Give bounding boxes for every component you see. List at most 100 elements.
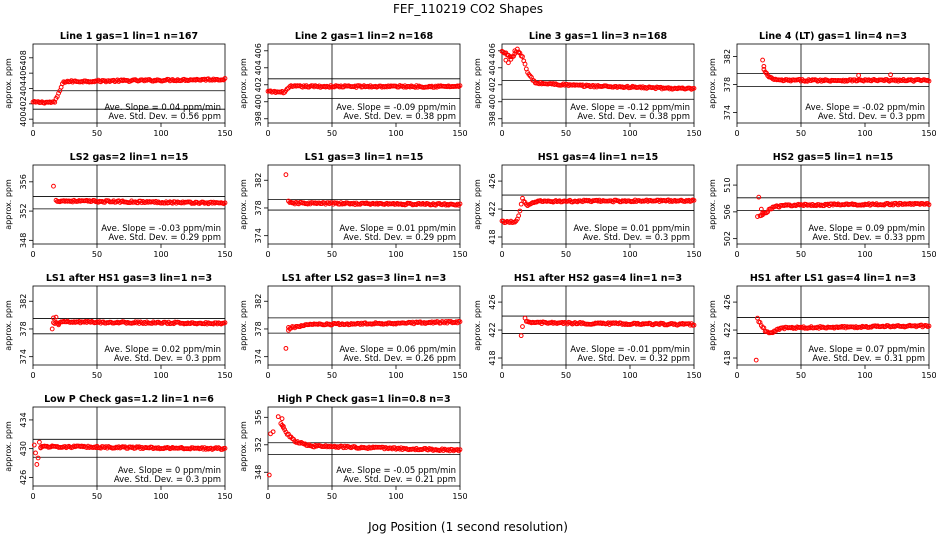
y-tick-label: 348 <box>254 465 263 480</box>
y-tick-label: 418 <box>723 350 732 365</box>
x-tick-label: 100 <box>388 492 403 501</box>
x-tick-label: 0 <box>265 371 270 380</box>
x-tick-label: 50 <box>92 371 102 380</box>
data-point <box>518 333 524 339</box>
y-tick-label: 510 <box>723 177 732 192</box>
x-tick-label: 100 <box>388 371 403 380</box>
data-point <box>760 210 765 216</box>
y-tick-label: 406 <box>19 66 28 81</box>
stats-annotation: Ave. Std. Dev. = 0.31 ppm <box>812 354 925 364</box>
data-point <box>506 60 511 66</box>
y-tick-label: 418 <box>488 229 497 244</box>
data-point <box>37 439 42 445</box>
x-tick-label: 50 <box>796 129 806 138</box>
data-series <box>30 76 228 106</box>
chart-panel: HS1 after HS2 gas=4 lin=1 n=3 0 50 100 150 41… <box>473 273 702 380</box>
data-point <box>764 70 769 76</box>
y-tick-label: 374 <box>723 105 732 120</box>
data-point <box>56 90 61 96</box>
y-tick-label: 352 <box>19 203 28 218</box>
stats-annotation: Ave. Std. Dev. = 0.21 ppm <box>343 475 456 485</box>
data-point <box>457 83 463 89</box>
x-tick-label: 100 <box>622 371 637 380</box>
y-tick-label: 398 <box>488 111 497 126</box>
data-point <box>49 326 55 332</box>
data-series <box>760 57 932 84</box>
y-tick-label: 382 <box>254 294 263 309</box>
stats-annotation: Ave. Slope = 0.06 ppm/min <box>339 345 456 355</box>
y-tick-label: 422 <box>488 322 497 337</box>
x-tick-label: 50 <box>327 371 337 380</box>
chart-panel: Line 4 (LT) gas=1 lin=4 n=3 0 50 100 150 374 3… <box>708 31 936 138</box>
x-tick-label: 150 <box>452 250 467 259</box>
y-tick-label: 378 <box>254 200 263 215</box>
y-tick-label: 374 <box>254 349 263 364</box>
y-tick-label: 400 <box>254 94 263 109</box>
y-tick-label: 404 <box>488 60 497 75</box>
y-tick-label: 506 <box>723 204 732 219</box>
x-tick-label: 50 <box>561 250 571 259</box>
panel-title: LS1 after HS1 gas=3 lin=1 n=3 <box>46 273 212 284</box>
data-point <box>222 320 228 326</box>
panel-title: HS2 gas=5 lin=1 n=15 <box>773 152 894 163</box>
panel-title: Low P Check gas=1.2 lin=1 n=6 <box>44 394 214 405</box>
x-tick-label: 0 <box>499 250 504 259</box>
y-tick-label: 418 <box>488 350 497 365</box>
x-tick-label: 100 <box>388 250 403 259</box>
data-point <box>222 200 228 206</box>
y-tick-label: 348 <box>19 233 28 248</box>
x-tick-label: 100 <box>622 250 637 259</box>
x-tick-label: 50 <box>327 250 337 259</box>
x-tick-label: 150 <box>452 129 467 138</box>
x-tick-label: 100 <box>153 250 168 259</box>
chart-panel: Line 3 gas=1 lin=3 n=168 0 50 100 150 398 400 4… <box>473 31 702 138</box>
panel-title: Line 1 gas=1 lin=1 n=167 <box>60 31 198 42</box>
stats-annotation: Ave. Slope = 0.01 ppm/min <box>573 224 690 234</box>
x-tick-label: 0 <box>499 371 504 380</box>
plot-frame <box>267 406 461 487</box>
y-axis-label: approx. ppm <box>708 300 717 351</box>
y-tick-label: 404 <box>19 81 28 96</box>
x-tick-label: 150 <box>921 129 936 138</box>
x-tick-label: 100 <box>857 129 872 138</box>
x-tick-label: 0 <box>734 250 739 259</box>
y-tick-label: 356 <box>19 174 28 189</box>
data-point <box>527 73 533 79</box>
plot-frame <box>501 43 695 124</box>
x-tick-label: 100 <box>857 371 872 380</box>
y-tick-label: 426 <box>723 294 732 309</box>
data-series <box>266 414 463 478</box>
panel-title: LS1 after LS2 gas=3 lin=1 n=3 <box>282 273 446 284</box>
x-tick-label: 50 <box>92 492 102 501</box>
data-point <box>856 73 861 78</box>
y-tick-label: 406 <box>488 43 497 58</box>
data-point <box>618 320 624 326</box>
panel-title: High P Check gas=1 lin=0.8 n=3 <box>277 394 450 405</box>
y-axis-label: approx. ppm <box>4 421 13 472</box>
data-point <box>753 357 759 363</box>
data-point <box>56 322 61 328</box>
stats-annotation: Ave. Slope = -0.12 ppm/min <box>570 103 690 113</box>
y-tick-label: 378 <box>19 321 28 336</box>
stats-annotation: Ave. Std. Dev. = 0.3 ppm <box>583 233 690 243</box>
data-series <box>499 46 697 92</box>
chart-panel: HS1 gas=4 lin=1 n=15 0 50 100 150 418 422 426 ap… <box>473 152 702 259</box>
data-point <box>760 57 765 63</box>
data-point <box>522 61 528 67</box>
data-point <box>516 213 522 219</box>
data-point <box>756 194 762 200</box>
x-tick-label: 100 <box>153 371 168 380</box>
figure-xlabel: Jog Position (1 second resolution) <box>367 520 568 534</box>
y-axis-label: approx. ppm <box>239 421 248 472</box>
panel-title: LS1 gas=3 lin=1 n=15 <box>305 152 424 163</box>
chart-panel: HS1 after LS1 gas=4 lin=1 n=3 0 50 100 150 41… <box>708 273 936 380</box>
data-point <box>286 327 291 333</box>
x-tick-label: 0 <box>30 492 35 501</box>
chart-panel: LS1 after HS1 gas=3 lin=1 n=3 0 50 100 150 37… <box>4 273 233 380</box>
plot-frame <box>501 285 695 366</box>
x-tick-label: 50 <box>796 250 806 259</box>
data-point <box>520 324 525 329</box>
data-point <box>33 450 38 456</box>
